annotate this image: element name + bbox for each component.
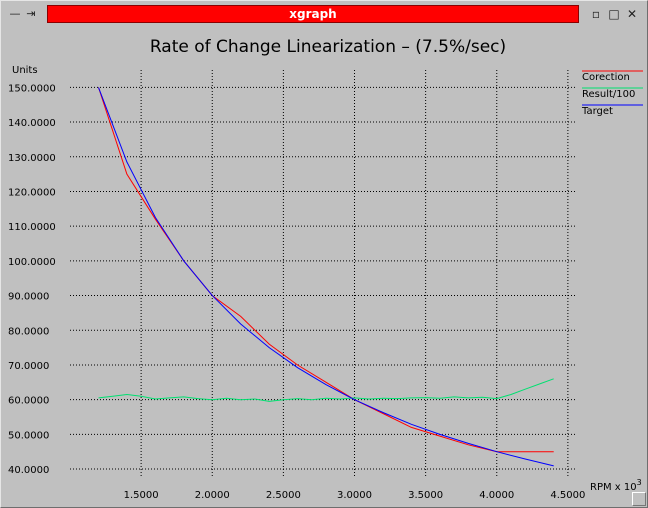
window-title: xgraph: [289, 7, 337, 21]
y-tick-label: 70.0000: [8, 361, 49, 372]
x-tick-label: 3.5000: [408, 490, 443, 501]
x-tick-label: 4.0000: [479, 490, 514, 501]
series-line-result-100: [98, 378, 554, 402]
series-line-target: [98, 87, 554, 467]
x-tick-label: 1.5000: [124, 490, 159, 501]
x-tick-label: 4.5000: [550, 490, 585, 501]
y-tick-labels: 40.0000 50.0000 60.0000 70.0000 80.0000 90.00…: [8, 83, 56, 476]
maximize-icon[interactable]: □: [608, 7, 620, 21]
grid: [70, 70, 575, 476]
chart-title: Rate of Change Linearization – (7.5%/sec…: [150, 37, 506, 57]
y-tick-label: 140.0000: [8, 118, 56, 129]
pin-icon[interactable]: ⇥: [26, 7, 36, 20]
legend: Corection Result/100 Target: [581, 70, 643, 117]
x-tick-labels: 1.5000 2.0000 2.5000 3.0000 3.5000 4.0000 4.50…: [124, 490, 586, 501]
title-highlight[interactable]: xgraph: [47, 5, 579, 23]
y-tick-label: 130.0000: [8, 153, 56, 164]
x-axis-label-exponent: 3: [637, 478, 642, 487]
minimize-icon[interactable]: ▫: [591, 7, 601, 21]
y-tick-label: 50.0000: [8, 430, 49, 441]
y-tick-label: 40.0000: [8, 465, 49, 476]
legend-label: Target: [581, 106, 613, 117]
x-tick-label: 3.0000: [337, 490, 372, 501]
y-tick-label: 110.0000: [8, 222, 56, 233]
close-icon[interactable]: ✕: [626, 7, 638, 21]
y-tick-label: 90.0000: [8, 292, 49, 303]
series-lines: [98, 87, 554, 467]
x-axis-label-text: RPM x 10: [590, 482, 637, 493]
title-bar[interactable]: — ⇥ xgraph ▫ □ ✕: [1, 1, 647, 27]
y-tick-label: 100.0000: [8, 257, 56, 268]
y-tick-label: 60.0000: [8, 396, 49, 407]
y-axis-label: Units: [12, 65, 38, 76]
legend-label: Corection: [582, 72, 630, 83]
resize-handle[interactable]: [632, 492, 646, 506]
y-tick-label: 150.0000: [8, 83, 56, 94]
window-menu-icon[interactable]: —: [9, 7, 21, 20]
title-left-controls: — ⇥: [7, 7, 43, 21]
legend-label: Result/100: [582, 89, 635, 100]
x-tick-label: 2.0000: [195, 490, 230, 501]
x-axis-label: RPM x 103: [590, 478, 642, 493]
window-controls: ▫ □ ✕: [581, 6, 641, 22]
y-tick-label: 120.0000: [8, 187, 56, 198]
x-tick-label: 2.5000: [266, 490, 301, 501]
y-tick-label: 80.0000: [8, 326, 49, 337]
